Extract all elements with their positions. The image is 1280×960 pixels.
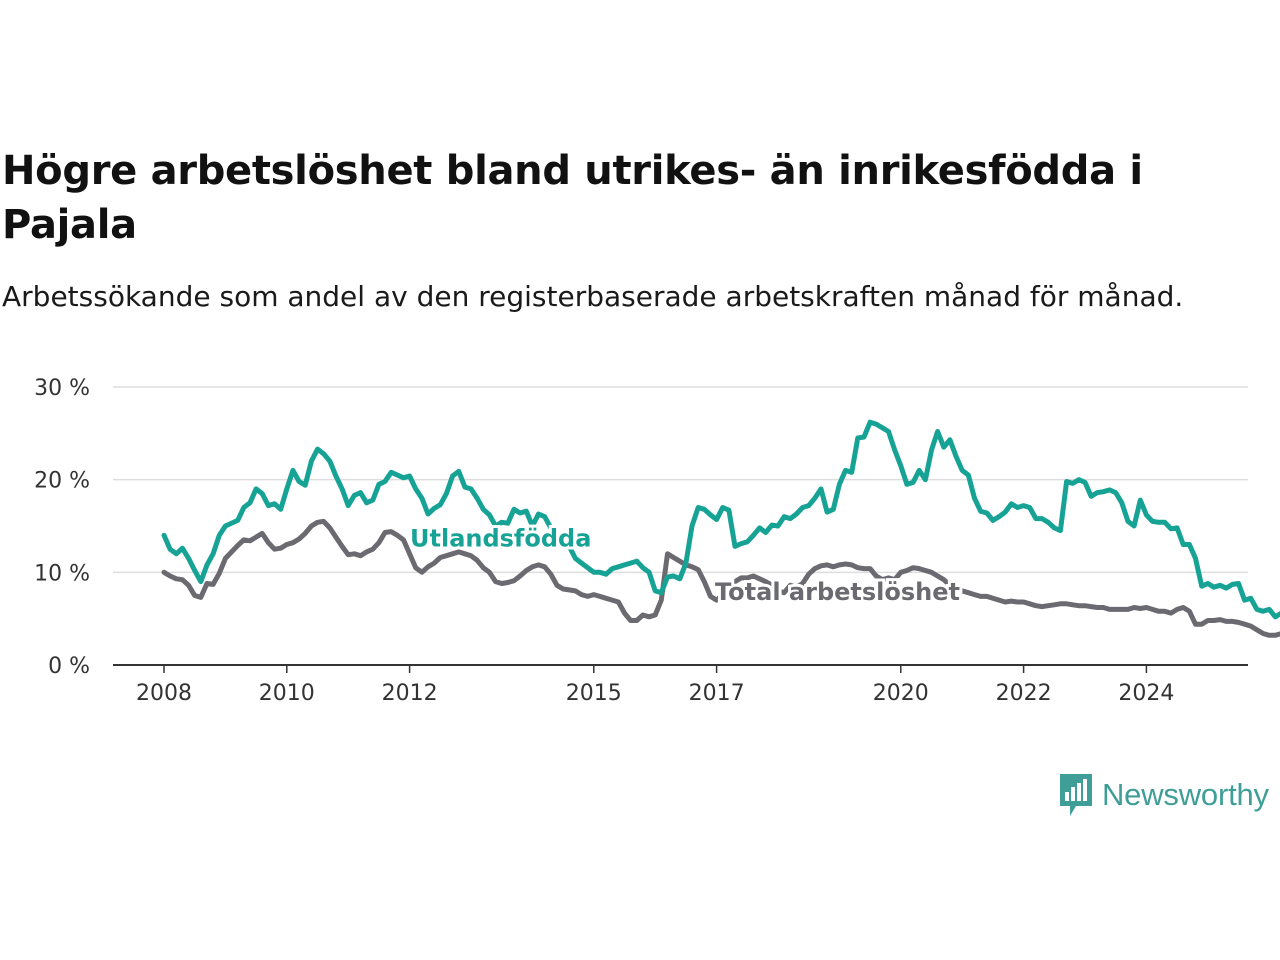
x-tick-label: 2012 (382, 681, 438, 706)
newsworthy-brand: Newsworthy (1058, 772, 1269, 818)
chart-title: Högre arbetslöshet bland utrikes- än inr… (2, 148, 1143, 248)
y-tick-label: 20 % (34, 469, 90, 494)
line-chart: 0 % 10 % 20 % 30 % 2008 2010 2012 2015 2017 2020… (34, 376, 1280, 706)
y-tick-label: 0 % (48, 654, 90, 679)
series-label-total: Total arbetslöshet (715, 578, 960, 606)
x-tick-label: 2010 (259, 681, 315, 706)
x-tick-label: 2020 (873, 681, 929, 706)
chart-subtitle: Arbetssökande som andel av den registerb… (2, 280, 1184, 313)
newsworthy-logo-icon (1060, 774, 1092, 816)
x-tick-label: 2017 (689, 681, 745, 706)
y-tick-label: 30 % (34, 376, 90, 401)
grid-layer: 0 % 10 % 20 % 30 % (34, 376, 1248, 679)
x-tick-label: 2024 (1118, 681, 1174, 706)
series-layer (161, 419, 1280, 638)
series-line-utlandsfodda (161, 419, 1280, 620)
x-axis: 2008 2010 2012 2015 2017 2020 2022 2024 (113, 664, 1248, 706)
series-label-utlandsfodda: Utlandsfödda (410, 524, 591, 552)
x-tick-label: 2015 (566, 681, 622, 706)
x-tick-label: 2008 (136, 681, 192, 706)
y-tick-label: 10 % (34, 561, 90, 586)
brand-name: Newsworthy (1102, 777, 1269, 812)
series-line-total (161, 518, 1280, 638)
x-tick-label: 2022 (996, 681, 1052, 706)
